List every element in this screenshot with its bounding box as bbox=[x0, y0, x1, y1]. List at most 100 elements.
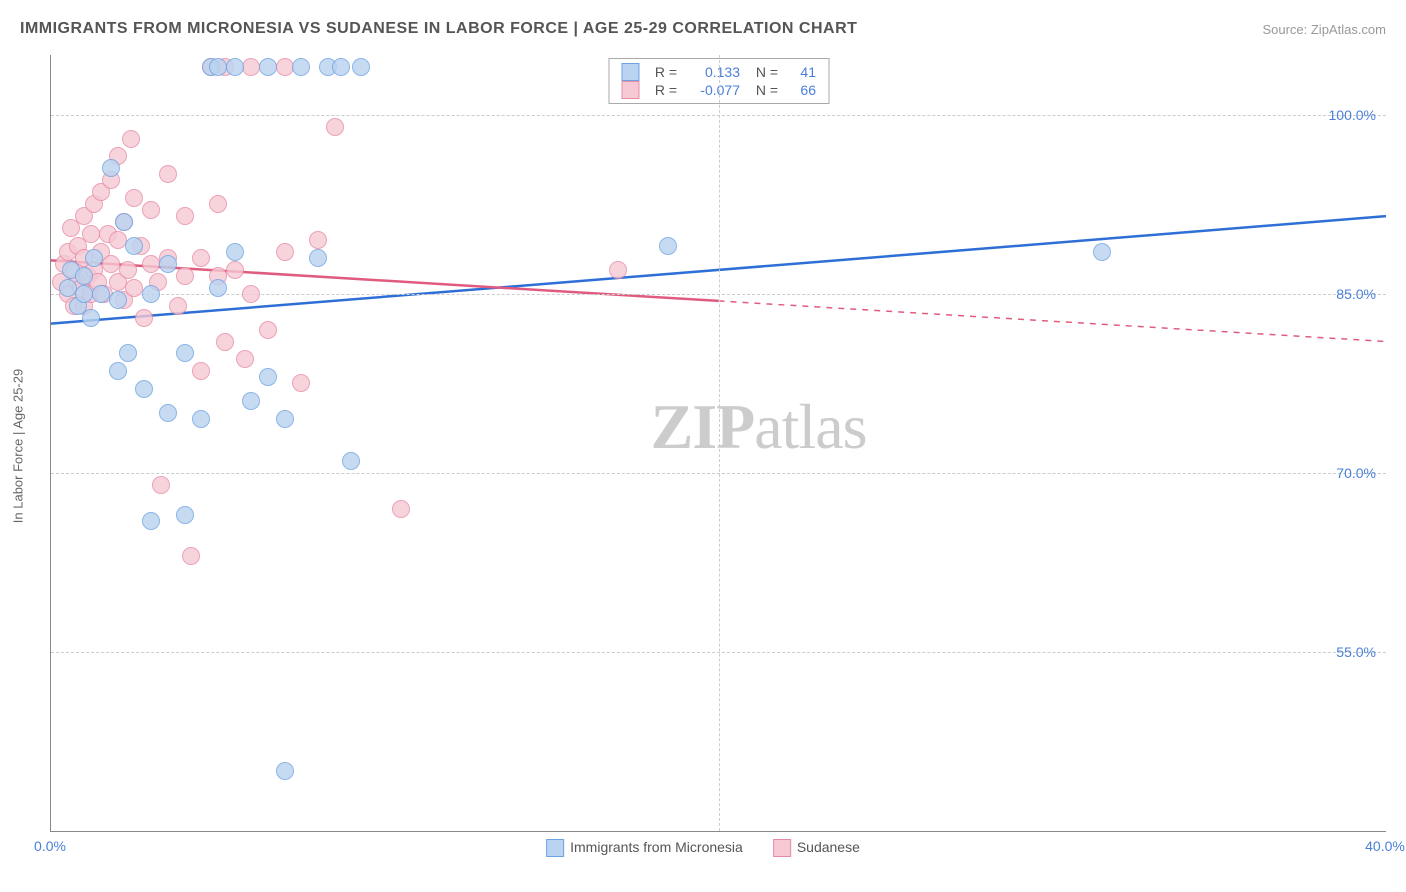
data-point-sudanese bbox=[216, 333, 234, 351]
data-point-micronesia bbox=[276, 410, 294, 428]
swatch-micronesia bbox=[621, 63, 639, 81]
data-point-sudanese bbox=[226, 261, 244, 279]
legend-item-micronesia: Immigrants from Micronesia bbox=[546, 839, 743, 857]
data-point-micronesia bbox=[85, 249, 103, 267]
data-point-sudanese bbox=[392, 500, 410, 518]
data-point-sudanese bbox=[176, 207, 194, 225]
data-point-sudanese bbox=[209, 195, 227, 213]
data-point-micronesia bbox=[109, 291, 127, 309]
data-point-micronesia bbox=[226, 58, 244, 76]
data-point-sudanese bbox=[609, 261, 627, 279]
watermark: ZIPatlas bbox=[651, 390, 867, 464]
y-tick-label: 85.0% bbox=[1336, 286, 1376, 302]
swatch-sudanese bbox=[621, 81, 639, 99]
n-value-micronesia: 41 bbox=[786, 64, 816, 80]
data-point-micronesia bbox=[192, 410, 210, 428]
y-axis-label: In Labor Force | Age 25-29 bbox=[11, 369, 26, 523]
data-point-micronesia bbox=[276, 762, 294, 780]
data-point-micronesia bbox=[59, 279, 77, 297]
data-point-micronesia bbox=[332, 58, 350, 76]
data-point-micronesia bbox=[226, 243, 244, 261]
data-point-micronesia bbox=[242, 392, 260, 410]
y-tick-label: 100.0% bbox=[1329, 107, 1376, 123]
data-point-sudanese bbox=[122, 130, 140, 148]
data-point-sudanese bbox=[109, 231, 127, 249]
series-name-sudanese: Sudanese bbox=[797, 839, 860, 855]
data-point-micronesia bbox=[119, 344, 137, 362]
data-point-micronesia bbox=[82, 309, 100, 327]
source-link[interactable]: ZipAtlas.com bbox=[1311, 22, 1386, 37]
data-point-micronesia bbox=[125, 237, 143, 255]
data-point-micronesia bbox=[352, 58, 370, 76]
data-point-micronesia bbox=[309, 249, 327, 267]
series-legend: Immigrants from Micronesia Sudanese bbox=[546, 839, 860, 857]
source-label: Source: ZipAtlas.com bbox=[1262, 22, 1386, 37]
n-label: N = bbox=[748, 64, 778, 80]
data-point-sudanese bbox=[135, 309, 153, 327]
data-point-micronesia bbox=[292, 58, 310, 76]
data-point-sudanese bbox=[242, 58, 260, 76]
data-point-micronesia bbox=[135, 380, 153, 398]
data-point-micronesia bbox=[176, 344, 194, 362]
data-point-sudanese bbox=[326, 118, 344, 136]
data-point-sudanese bbox=[119, 261, 137, 279]
watermark-zip: ZIP bbox=[651, 391, 755, 462]
r-value-sudanese: -0.077 bbox=[685, 82, 740, 98]
data-point-sudanese bbox=[259, 321, 277, 339]
legend-item-sudanese: Sudanese bbox=[773, 839, 860, 857]
data-point-micronesia bbox=[176, 506, 194, 524]
source-prefix: Source: bbox=[1262, 22, 1310, 37]
data-point-sudanese bbox=[159, 165, 177, 183]
x-tick-label: 40.0% bbox=[1365, 838, 1405, 854]
data-point-sudanese bbox=[82, 225, 100, 243]
n-value-sudanese: 66 bbox=[786, 82, 816, 98]
chart-plot-area: ZIPatlas R = 0.133 N = 41 R = -0.077 N =… bbox=[50, 55, 1386, 832]
data-point-micronesia bbox=[259, 368, 277, 386]
data-point-sudanese bbox=[236, 350, 254, 368]
data-point-micronesia bbox=[209, 58, 227, 76]
data-point-sudanese bbox=[192, 362, 210, 380]
trend-line-dashed-sudanese bbox=[719, 301, 1387, 342]
data-point-sudanese bbox=[102, 255, 120, 273]
data-point-micronesia bbox=[75, 285, 93, 303]
data-point-micronesia bbox=[1093, 243, 1111, 261]
y-tick-label: 55.0% bbox=[1336, 644, 1376, 660]
r-value-micronesia: 0.133 bbox=[685, 64, 740, 80]
data-point-sudanese bbox=[152, 476, 170, 494]
swatch-micronesia bbox=[546, 839, 564, 857]
r-label: R = bbox=[647, 64, 677, 80]
data-point-micronesia bbox=[75, 267, 93, 285]
data-point-micronesia bbox=[159, 404, 177, 422]
r-label: R = bbox=[647, 82, 677, 98]
data-point-micronesia bbox=[142, 285, 160, 303]
data-point-micronesia bbox=[159, 255, 177, 273]
grid-line-v bbox=[719, 55, 720, 831]
data-point-micronesia bbox=[342, 452, 360, 470]
data-point-sudanese bbox=[142, 255, 160, 273]
x-tick-label: 0.0% bbox=[34, 838, 66, 854]
data-point-sudanese bbox=[242, 285, 260, 303]
data-point-sudanese bbox=[176, 267, 194, 285]
data-point-micronesia bbox=[102, 159, 120, 177]
data-point-sudanese bbox=[182, 547, 200, 565]
data-point-sudanese bbox=[169, 297, 187, 315]
data-point-micronesia bbox=[142, 512, 160, 530]
y-tick-label: 70.0% bbox=[1336, 465, 1376, 481]
data-point-micronesia bbox=[109, 362, 127, 380]
data-point-sudanese bbox=[309, 231, 327, 249]
data-point-sudanese bbox=[142, 201, 160, 219]
data-point-micronesia bbox=[659, 237, 677, 255]
data-point-sudanese bbox=[125, 279, 143, 297]
series-name-micronesia: Immigrants from Micronesia bbox=[570, 839, 743, 855]
data-point-micronesia bbox=[92, 285, 110, 303]
data-point-micronesia bbox=[259, 58, 277, 76]
data-point-sudanese bbox=[276, 243, 294, 261]
data-point-micronesia bbox=[115, 213, 133, 231]
n-label: N = bbox=[748, 82, 778, 98]
data-point-sudanese bbox=[125, 189, 143, 207]
data-point-sudanese bbox=[192, 249, 210, 267]
swatch-sudanese bbox=[773, 839, 791, 857]
chart-title: IMMIGRANTS FROM MICRONESIA VS SUDANESE I… bbox=[20, 20, 857, 38]
watermark-atlas: atlas bbox=[754, 391, 866, 462]
data-point-micronesia bbox=[209, 279, 227, 297]
